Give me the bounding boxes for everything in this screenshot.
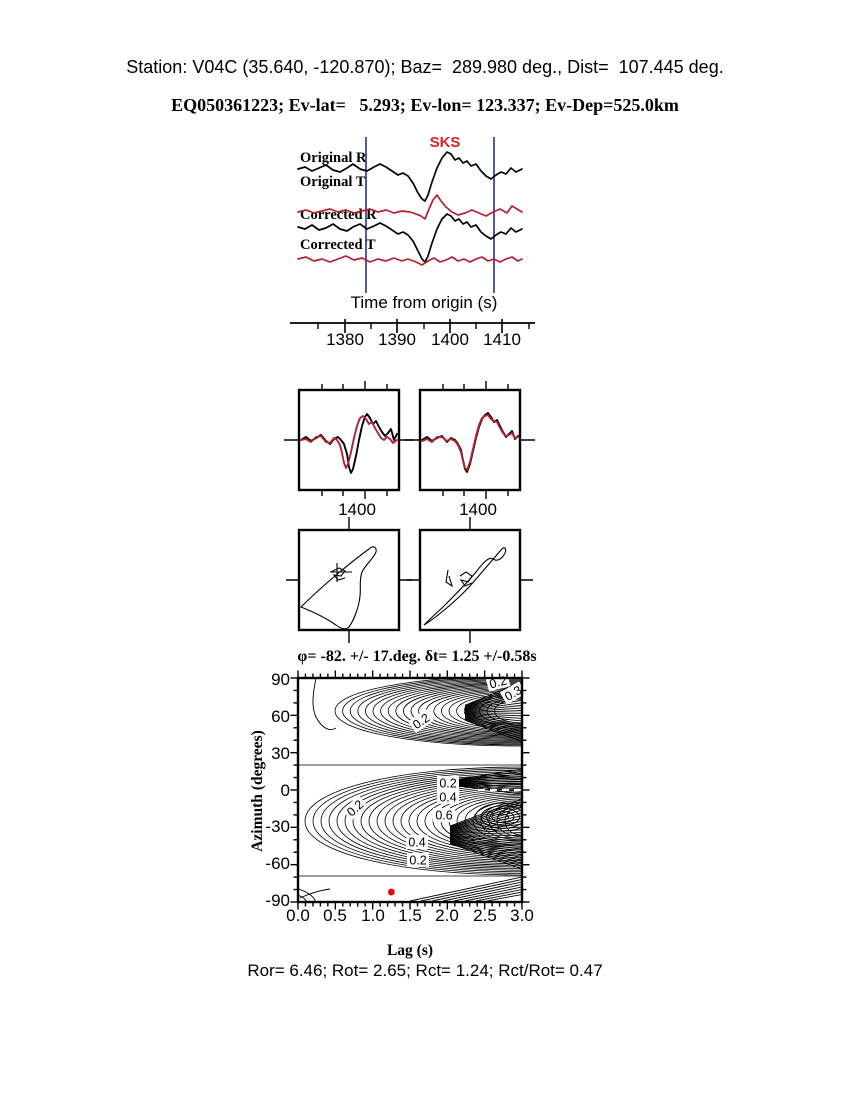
- svg-text:0.4: 0.4: [439, 791, 456, 805]
- time-axis: [290, 319, 535, 333]
- contour-xtick-20: 2.0: [435, 906, 459, 925]
- contour-ytick-m60: -60: [265, 854, 290, 873]
- time-axis-label: Time from origin (s): [350, 293, 498, 312]
- svg-text:0.4: 0.4: [408, 836, 425, 850]
- time-tick-1390: 1390: [378, 330, 416, 349]
- contour-xtick-10: 1.0: [361, 906, 385, 925]
- trace-label-corrected-t: Corrected T: [300, 237, 376, 253]
- svg-text:0.2: 0.2: [439, 777, 456, 791]
- page-title: Station: V04C (35.640, -120.870); Baz= 2…: [126, 57, 724, 77]
- svg-text:0.6: 0.6: [435, 809, 452, 823]
- time-axis-major-ticks: [344, 319, 503, 333]
- contour-xtick-05: 0.5: [323, 906, 347, 925]
- contour-xtick-15: 1.5: [398, 906, 422, 925]
- comparison-plot-rt: [284, 381, 414, 499]
- stats-line: Ror= 6.46; Rot= 2.65; Rct= 1.24; Rct/Rot…: [247, 961, 603, 980]
- time-tick-1410: 1410: [483, 330, 521, 349]
- contour-ytick-30: 30: [271, 744, 290, 763]
- svg-text:0.2: 0.2: [409, 854, 426, 868]
- contour-xtick-00: 0.0: [286, 906, 310, 925]
- contour-ytick-90: 90: [271, 670, 290, 689]
- contour-ytick-m30: -30: [265, 817, 290, 836]
- error-surface-contour-plot: 0.20.20.30.20.20.40.60.40.2: [290, 670, 530, 910]
- contour-xlabel: Lag (s): [386, 942, 434, 959]
- time-tick-1380: 1380: [326, 330, 364, 349]
- cmp1-tick-label: 1400: [338, 500, 376, 519]
- time-tick-1400: 1400: [431, 330, 469, 349]
- contour-ytick-m90: -90: [265, 891, 290, 910]
- waveform-plot: [297, 137, 523, 293]
- particle-motion-corrected: [407, 517, 533, 643]
- time-axis-minor-ticks: [317, 323, 530, 329]
- contour-xtick-30: 3.0: [510, 906, 534, 925]
- particle-motion-original: [286, 517, 412, 643]
- event-subtitle: EQ050361223; Ev-lat= 5.293; Ev-lon= 123.…: [171, 95, 679, 115]
- trace-label-original-t: Original T: [300, 174, 366, 190]
- contour-ytick-0: 0: [280, 781, 290, 800]
- contour-ytick-60: 60: [271, 707, 290, 726]
- cmp2-tick-label: 1400: [459, 500, 497, 519]
- trace-label-original-r: Original R: [300, 150, 367, 166]
- contour-xtick-25: 2.5: [473, 906, 497, 925]
- comparison-plot-corrected: [405, 381, 535, 499]
- phase-label-sks: SKS: [429, 134, 461, 151]
- contour-title: φ= -82. +/- 17.deg. δt= 1.25 +/-0.58s: [297, 648, 537, 665]
